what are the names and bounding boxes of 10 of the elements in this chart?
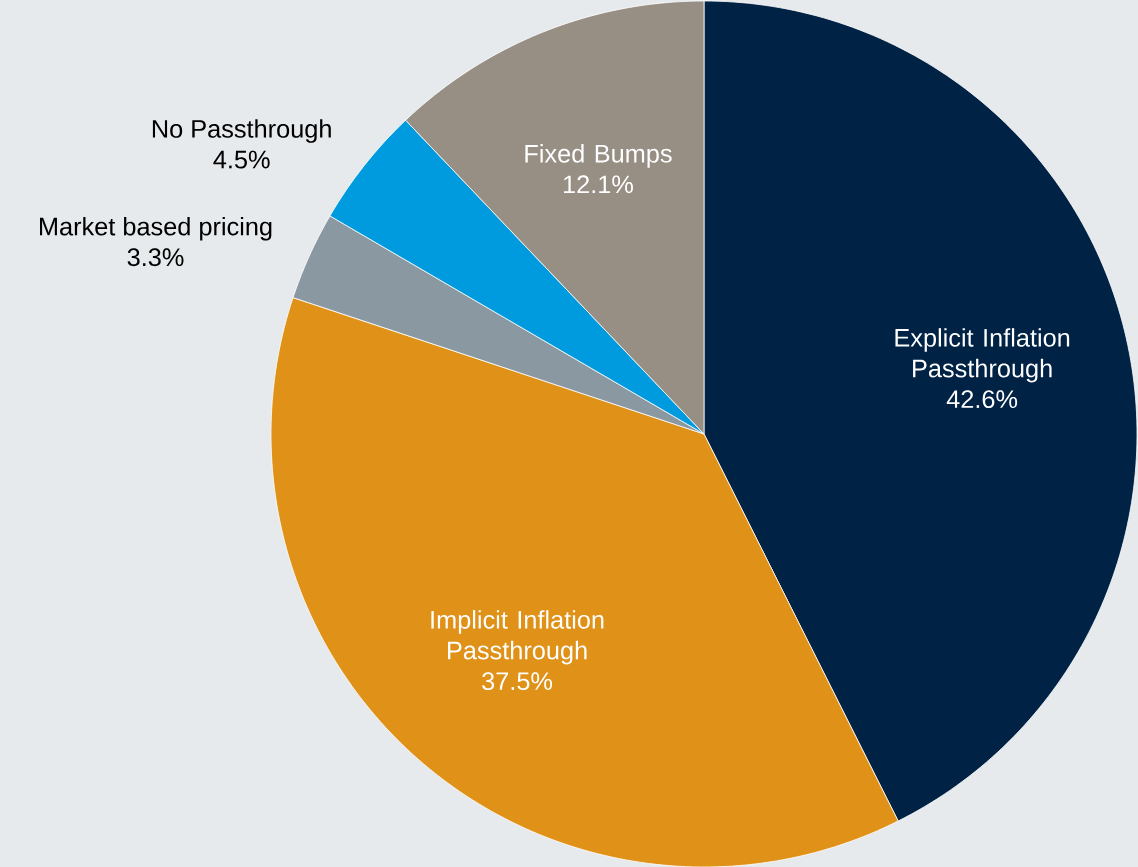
data-label: 42.6%	[946, 390, 1018, 409]
slice-label: Explicit Inflation Passthrough	[895, 328, 1070, 383]
data-label: 37.5%	[482, 672, 553, 691]
slice-label: Market based pricing	[40, 216, 272, 241]
slice-label: Implicit Inflation Passthrough	[431, 610, 604, 665]
data-label: 4.5%	[213, 150, 270, 169]
slice-label: Fixed Bumps	[525, 144, 672, 168]
slice-label: No Passthrough	[152, 119, 331, 143]
data-label: 12.1%	[563, 175, 633, 194]
data-label: 3.3%	[127, 248, 184, 267]
